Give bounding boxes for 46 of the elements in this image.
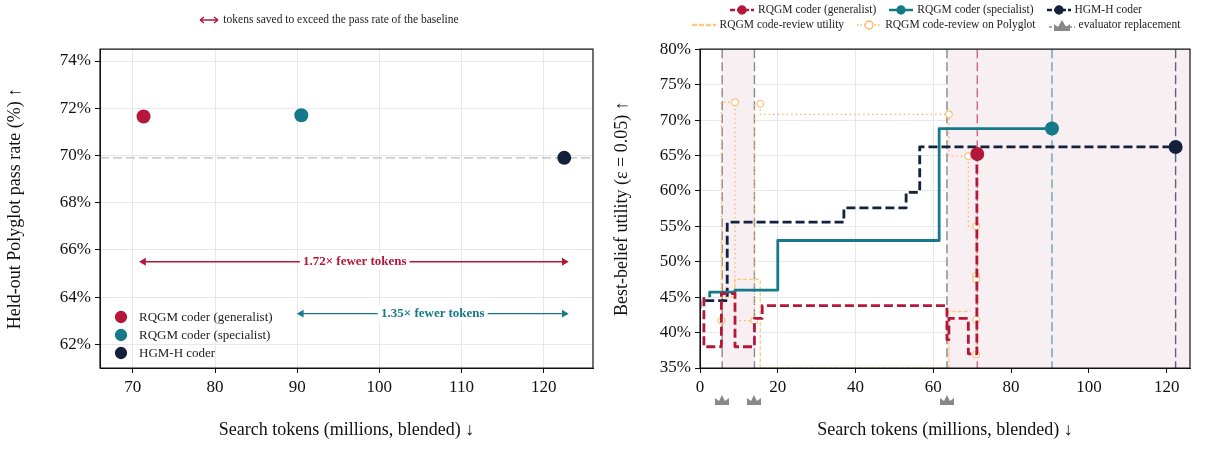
- annotation: 1.35× fewer tokens: [380, 305, 485, 321]
- legend-label: RQGM code-review on Polyglot: [885, 17, 1036, 32]
- x-tick-label: 110: [449, 376, 474, 396]
- x-tick-label: 20: [769, 376, 787, 396]
- y-axis-title: Held-out Polyglot pass rate (%) ↑: [3, 87, 25, 330]
- y-tick-label: 45%: [659, 286, 691, 306]
- x-tick-label: 120: [530, 376, 557, 396]
- legend-label: RQGM code-review utility: [719, 17, 845, 32]
- x-axis-title: Search tokens (millions, blended) ↓: [817, 418, 1073, 440]
- x-tick-label: 80: [206, 376, 224, 396]
- y-tick-label: 75%: [659, 74, 691, 94]
- y-tick-label: 62%: [59, 333, 91, 353]
- y-tick-label: 60%: [659, 180, 691, 200]
- x-tick-label: 60: [924, 376, 942, 396]
- x-tick-label: 120: [1153, 376, 1180, 396]
- y-tick-label: 74%: [59, 50, 91, 70]
- y-axis-title: Best-belief utility (ε = 0.05) ↑: [610, 101, 632, 316]
- legend-label: RQGM coder (generalist): [758, 2, 877, 17]
- y-tick-label: 40%: [659, 322, 691, 342]
- legend-label: RQGM coder (generalist): [139, 308, 273, 326]
- y-tick-label: 50%: [659, 251, 691, 271]
- y-tick-label: 68%: [59, 192, 91, 212]
- y-tick-label: 64%: [59, 286, 91, 306]
- y-tick-label: 80%: [659, 38, 691, 58]
- y-tick-label: 55%: [659, 215, 691, 235]
- y-tick-label: 70%: [659, 109, 691, 129]
- legend-label: HGM-H coder: [139, 344, 216, 362]
- x-tick-label: 90: [288, 376, 306, 396]
- x-tick-label: 100: [1076, 376, 1102, 396]
- y-tick-label: 66%: [59, 239, 91, 259]
- y-tick-label: 65%: [659, 144, 691, 164]
- legend-label: evaluator replacement: [1078, 17, 1181, 32]
- x-tick-label: 100: [366, 376, 393, 396]
- x-tick-label: 40: [847, 376, 865, 396]
- text: tokens saved to exceed the pass rate of the baseline: [223, 12, 459, 27]
- x-tick-label: 80: [1002, 376, 1020, 396]
- legend-label: RQGM coder (specialist): [917, 2, 1034, 17]
- legend-label: RQGM coder (specialist): [139, 326, 271, 344]
- x-tick-label: 0: [695, 376, 705, 396]
- y-tick-label: 35%: [659, 357, 691, 377]
- x-tick-label: 70: [124, 376, 142, 396]
- x-axis-title: Search tokens (millions, blended) ↓: [218, 418, 475, 440]
- legend-label: HGM-H coder: [1074, 2, 1142, 17]
- annotation: 1.72× fewer tokens: [302, 253, 407, 269]
- y-tick-label: 72%: [59, 97, 91, 117]
- y-tick-label: 70%: [59, 144, 91, 164]
